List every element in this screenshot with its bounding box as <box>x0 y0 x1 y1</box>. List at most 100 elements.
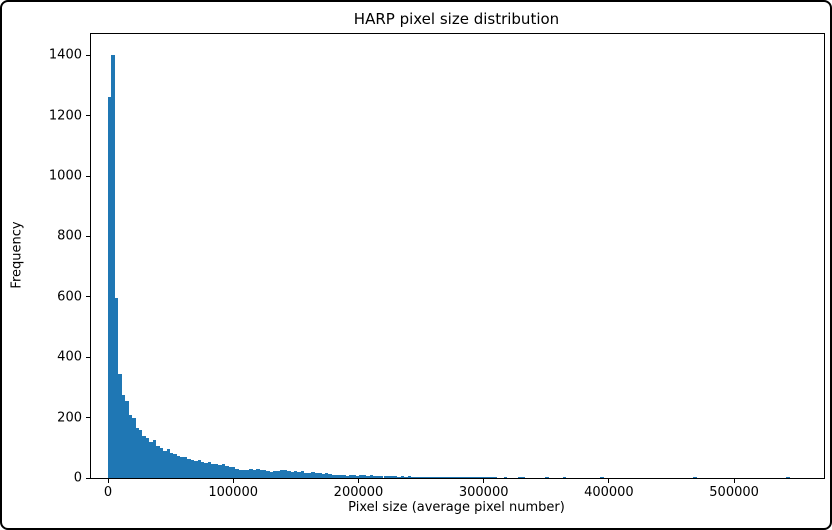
histogram-bar <box>187 458 191 478</box>
histogram-bar <box>145 438 150 478</box>
plot-area: 0 200 400 600 800 1000 1200 1400 0 100000 200000 3… <box>49 33 825 500</box>
histogram-bar <box>256 469 260 478</box>
y-tick-mark <box>86 115 90 117</box>
histogram-bar <box>431 476 436 478</box>
histogram-bar <box>125 400 129 478</box>
histogram-bar <box>452 476 456 478</box>
histogram-bar <box>786 476 790 478</box>
x-tick-mark <box>733 479 735 483</box>
histogram-bar <box>307 473 312 478</box>
histogram-bar <box>335 475 339 478</box>
histogram-bar <box>424 476 429 478</box>
y-tick-label: 0 <box>73 470 82 486</box>
histogram-bar <box>421 476 425 478</box>
histogram-bar <box>276 471 281 478</box>
histogram-bar <box>221 464 226 478</box>
histogram-bar <box>493 476 498 478</box>
histogram-bar <box>600 476 604 478</box>
histogram-bar <box>397 476 401 478</box>
y-tick-label: 800 <box>57 228 82 244</box>
histogram-bar <box>445 476 449 478</box>
histogram-bar <box>108 97 112 478</box>
histogram-bar <box>163 450 167 478</box>
y-tick-label: 200 <box>57 410 82 426</box>
histogram-bar <box>111 55 115 478</box>
histogram-bar <box>211 463 215 478</box>
histogram-bar <box>693 476 697 478</box>
histogram-bar <box>228 466 232 478</box>
histogram-bar <box>194 460 198 478</box>
histogram-bar <box>231 467 236 478</box>
histogram-bar <box>393 475 398 478</box>
x-axis-label: Pixel size (average pixel number) <box>348 500 565 515</box>
histogram-bar <box>242 470 246 478</box>
histogram-bar <box>121 394 126 478</box>
histogram-bar <box>197 459 201 478</box>
histogram-bar <box>349 474 353 478</box>
histogram-bar <box>180 457 184 478</box>
histogram-bar <box>462 476 467 478</box>
histogram-bar <box>266 471 270 478</box>
histogram-bar <box>545 476 549 478</box>
histogram-bar <box>214 464 219 478</box>
histogram-bar <box>149 442 153 478</box>
histogram-bar <box>517 476 522 478</box>
histogram-bar <box>383 476 387 478</box>
histogram-bar <box>448 476 453 478</box>
histogram-bar <box>417 476 422 478</box>
histogram-bar <box>366 475 370 478</box>
y-axis-label: Frequency <box>9 221 25 289</box>
histogram-bar <box>287 470 291 478</box>
histogram-bar <box>331 474 336 478</box>
histogram-bar <box>338 474 343 478</box>
x-tick-label: 300000 <box>458 485 509 500</box>
histogram-bar <box>114 298 119 478</box>
histogram-bar <box>504 476 508 478</box>
histogram-bar <box>293 471 298 478</box>
histogram-bar <box>414 476 418 478</box>
histogram-bar <box>204 462 208 478</box>
histogram-bar <box>166 449 170 478</box>
histogram-bar <box>369 475 374 478</box>
y-tick-mark <box>86 356 90 358</box>
histogram-bar <box>238 469 243 478</box>
y-tick-mark <box>86 175 90 177</box>
histogram-bar <box>352 475 356 478</box>
histogram-bar <box>245 469 250 478</box>
x-tick-label: 500000 <box>709 485 759 500</box>
histogram-bar <box>139 429 143 478</box>
histogram-bar <box>479 476 484 478</box>
histogram-bar <box>404 476 408 478</box>
histogram-bar <box>207 462 212 478</box>
histogram-bar <box>259 470 263 478</box>
histogram-bar <box>455 476 460 478</box>
y-tick-mark <box>86 235 90 237</box>
histogram-bar <box>442 476 446 478</box>
histogram-bar <box>314 473 319 478</box>
histogram-bar <box>521 476 525 478</box>
histogram-bars <box>91 34 824 478</box>
histogram-bar <box>142 435 146 478</box>
histogram-bar <box>297 471 301 478</box>
x-tick-label: 100000 <box>208 485 259 500</box>
histogram-bar <box>359 475 363 478</box>
x-tick-mark <box>232 479 234 483</box>
histogram-bar <box>483 476 487 478</box>
histogram-bar <box>311 472 315 478</box>
histogram-bar <box>249 468 253 478</box>
histogram-bar <box>411 476 415 478</box>
y-tick-mark <box>86 477 90 479</box>
histogram-bar <box>486 476 491 478</box>
y-tick-mark <box>86 296 90 298</box>
y-tick-label: 400 <box>57 349 82 365</box>
histogram-bar <box>373 475 377 478</box>
histogram-bar <box>390 476 394 478</box>
histogram-bar <box>407 476 412 478</box>
histogram-bar <box>273 470 277 478</box>
histogram-bar <box>280 470 284 478</box>
histogram-bar <box>345 475 350 478</box>
y-tick-label: 600 <box>57 289 82 305</box>
histogram-bar <box>466 476 470 478</box>
histogram-bar <box>156 445 160 478</box>
